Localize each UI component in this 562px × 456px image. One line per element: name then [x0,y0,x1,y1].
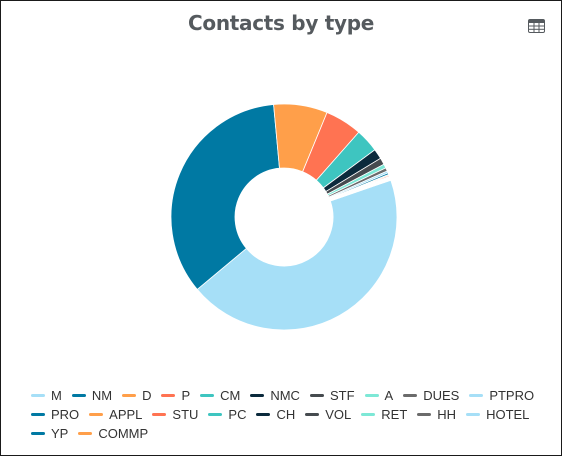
legend-label: PC [228,407,247,422]
legend-swatch [31,432,45,435]
slice-nm[interactable] [170,104,280,290]
legend-label: PTPRO [489,388,535,403]
legend-item-appl[interactable]: APPL [89,406,142,423]
legend-item-cm[interactable]: CM [200,387,240,404]
legend-label: APPL [109,407,143,422]
legend-swatch [161,394,176,397]
legend-item-hh[interactable]: HH [417,406,456,423]
legend-swatch [250,394,265,397]
legend-swatch [78,432,93,435]
legend-swatch [256,413,271,416]
legend-swatch [403,394,418,397]
legend-label: NM [91,388,113,403]
legend-swatch [89,413,104,416]
legend-label: DUES [423,388,460,403]
legend-swatch [305,413,320,416]
legend-item-m[interactable]: M [31,387,62,404]
legend-label: HH [437,407,457,422]
legend-swatch [417,413,432,416]
donut-chart [170,103,398,331]
legend-item-vol[interactable]: VOL [305,406,351,423]
legend-swatch [364,394,379,397]
legend-item-ret[interactable]: RET [361,406,407,423]
legend-item-p[interactable]: P [161,387,190,404]
legend-swatch [208,413,223,416]
legend-item-stu[interactable]: STU [152,406,198,423]
legend-swatch [309,394,324,397]
legend-item-nm[interactable]: NM [71,387,113,404]
legend-item-pc[interactable]: PC [208,406,246,423]
legend-item-d[interactable]: D [122,387,151,404]
legend-swatch [31,413,45,416]
legend-label: YP [51,426,69,441]
legend-item-yp[interactable]: YP [31,425,68,442]
legend-swatch [152,413,167,416]
legend-swatch [31,394,45,397]
legend-label: A [384,388,394,403]
legend-swatch [361,413,376,416]
legend-label: D [142,388,152,403]
legend-label: PRO [51,407,80,422]
legend-label: CM [220,388,241,403]
legend-label: VOL [325,407,352,422]
table-view-button[interactable] [528,19,545,33]
legend-swatch [466,413,481,416]
legend-swatch [200,394,215,397]
legend-item-pro[interactable]: PRO [31,406,79,423]
legend-item-ptpro[interactable]: PTPRO [469,387,534,404]
legend-label: RET [381,407,408,422]
legend-label: P [181,388,191,403]
legend-label: CH [276,407,296,422]
legend-item-dues[interactable]: DUES [403,387,459,404]
table-icon [528,19,545,33]
legend-item-ch[interactable]: CH [256,406,295,423]
legend-label: COMMP [98,426,149,441]
legend-item-nmc[interactable]: NMC [250,387,300,404]
legend-label: NMC [270,388,300,403]
legend-label: STF [329,388,355,403]
chart-title: Contacts by type [188,11,374,35]
legend-swatch [469,394,484,397]
legend-label: STU [172,407,199,422]
legend-label: M [51,388,62,403]
slice-m[interactable] [196,179,398,331]
legend-item-commp[interactable]: COMMP [78,425,148,442]
legend-item-stf[interactable]: STF [309,387,355,404]
legend-label: HOTEL [486,407,530,422]
legend-swatch [71,394,86,397]
slice-commp[interactable] [329,179,392,202]
legend-item-hotel[interactable]: HOTEL [466,406,529,423]
legend-item-a[interactable]: A [364,387,394,404]
chart-legend: M NM D P CM NMC STF A DUES PTPRO PRO APPL STU PC CH VOL… [31,387,541,442]
legend-swatch [122,394,137,397]
